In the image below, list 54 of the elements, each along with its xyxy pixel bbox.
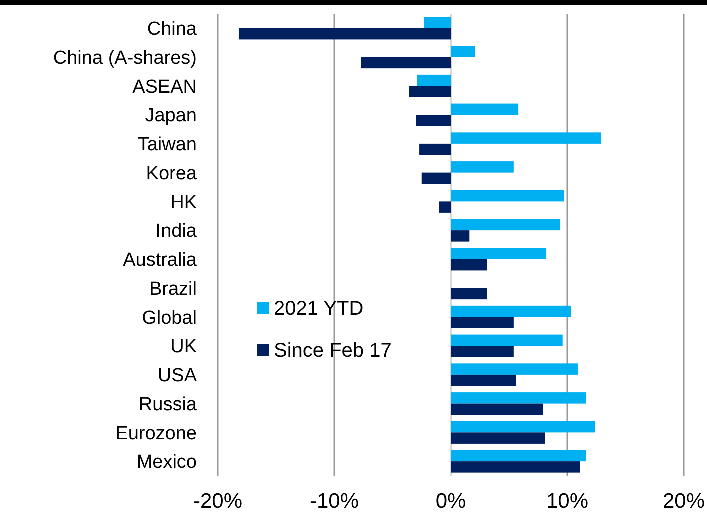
bar xyxy=(451,219,561,231)
y-tick-label: ASEAN xyxy=(132,76,197,98)
y-tick-label: Global xyxy=(142,308,197,329)
bar xyxy=(424,17,451,28)
y-tick-label: Mexico xyxy=(136,452,197,474)
bar xyxy=(451,248,547,260)
y-tick-label: Korea xyxy=(146,163,198,184)
legend-label: Since Feb 17 xyxy=(274,340,392,362)
bar xyxy=(361,57,451,69)
bar xyxy=(451,259,488,271)
bar xyxy=(409,86,451,98)
bar xyxy=(451,404,544,416)
bar xyxy=(422,172,451,184)
x-tick-label: -10% xyxy=(310,490,360,513)
x-tick-label: 20% xyxy=(662,490,706,513)
bar xyxy=(451,104,519,116)
y-tick-label: Brazil xyxy=(149,278,197,300)
x-tick-label: 10% xyxy=(546,490,589,513)
legend-label: 2021 YTD xyxy=(274,298,364,320)
bar xyxy=(451,46,476,58)
bar xyxy=(451,288,488,300)
bar xyxy=(451,392,586,404)
bar xyxy=(420,144,451,156)
bar xyxy=(416,115,451,126)
bar xyxy=(451,190,564,202)
bar xyxy=(451,374,516,386)
x-tick-label: -20% xyxy=(193,490,243,513)
y-tick-label: UK xyxy=(170,336,198,358)
bar xyxy=(451,364,578,375)
bar xyxy=(451,346,514,358)
bar xyxy=(417,74,451,86)
y-tick-label: Russia xyxy=(138,394,198,416)
y-tick-label: HK xyxy=(170,192,198,214)
bar xyxy=(451,306,571,318)
y-tick-label: Taiwan xyxy=(138,134,197,156)
bar xyxy=(451,230,470,242)
y-tick-label: India xyxy=(156,221,198,242)
bar xyxy=(451,432,546,444)
bar xyxy=(451,421,596,433)
y-tick-label: Japan xyxy=(145,106,197,127)
y-tick-label: China (A-shares) xyxy=(53,48,197,69)
bar xyxy=(451,132,602,144)
bar xyxy=(451,462,580,473)
bar xyxy=(451,162,514,173)
y-tick-label: China xyxy=(147,19,198,40)
y-tick-label: Australia xyxy=(123,250,198,272)
bar xyxy=(451,317,514,328)
y-tick-label: Eurozone xyxy=(116,423,197,444)
bar xyxy=(439,202,451,213)
x-tick-label: 0% xyxy=(436,490,466,513)
bar xyxy=(451,334,563,346)
bar xyxy=(238,28,451,40)
bar xyxy=(451,450,586,462)
y-tick-label: USA xyxy=(158,366,198,387)
